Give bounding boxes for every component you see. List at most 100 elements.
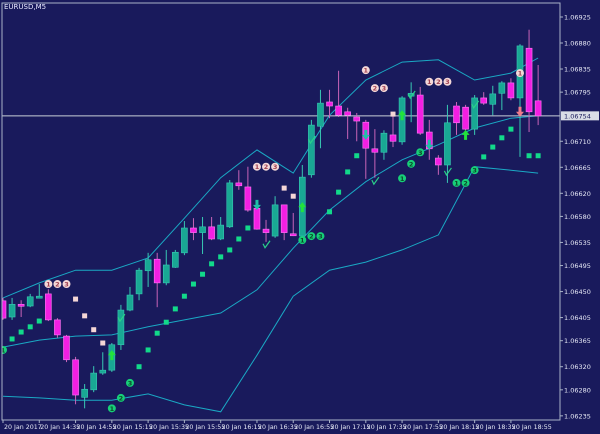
x-tick-label: 20 Jan 17:15 xyxy=(331,424,371,431)
candle-body xyxy=(498,82,506,94)
count-marker: 3 xyxy=(379,84,388,93)
candle xyxy=(444,104,451,183)
count-marker: 1 xyxy=(515,69,524,78)
count-marker-circle xyxy=(361,66,370,75)
candle-body xyxy=(525,47,533,113)
candle-body xyxy=(444,122,451,166)
count-marker-circle xyxy=(62,280,71,289)
count-marker-label: 1 xyxy=(255,163,260,171)
candle-body xyxy=(435,157,442,166)
candle-body xyxy=(308,124,315,176)
candle xyxy=(498,81,506,111)
candle xyxy=(262,219,270,242)
candle xyxy=(126,286,134,312)
candle xyxy=(117,304,125,350)
check-mark-icon xyxy=(471,100,480,110)
candle xyxy=(326,89,333,119)
candle-body xyxy=(35,295,43,299)
count-marker-circle xyxy=(379,84,388,93)
candle xyxy=(99,352,107,375)
candle xyxy=(344,107,351,139)
count-marker-circle xyxy=(434,77,443,86)
candle xyxy=(335,70,342,117)
x-tick-label: 20 Jan 17:35 xyxy=(367,424,407,431)
y-tick-label: 1.06880 xyxy=(564,40,591,48)
check-mark-icon xyxy=(262,240,271,249)
count-marker: 1 xyxy=(298,236,307,245)
y-tick-label: 1.06405 xyxy=(564,314,591,322)
count-marker: 2 xyxy=(461,178,470,187)
count-marker-label: 2 xyxy=(373,85,378,93)
arrow-down-icon xyxy=(252,199,261,210)
stop-dot xyxy=(499,135,505,141)
stop-dot xyxy=(200,271,206,277)
count-marker-label: 1 xyxy=(110,405,115,413)
candle xyxy=(489,85,497,116)
count-marker-label: 2 xyxy=(264,163,269,171)
stop-dot xyxy=(526,153,532,159)
count-marker-label: 3 xyxy=(318,233,323,241)
count-marker: 3 xyxy=(271,162,280,171)
candle-body xyxy=(45,293,52,321)
count-marker: 2 xyxy=(262,162,271,171)
bollinger-lower-band xyxy=(2,166,539,413)
count-marker-label: 1 xyxy=(1,346,6,354)
candle xyxy=(289,212,297,237)
stop-dot xyxy=(218,254,224,260)
count-marker: 1 xyxy=(398,174,407,183)
count-marker: 2 xyxy=(434,77,443,86)
count-marker-label: 2 xyxy=(463,179,468,187)
count-marker-label: 1 xyxy=(300,237,305,245)
count-marker-circle xyxy=(252,162,261,171)
x-tick-label: 20 Jan 16:35 xyxy=(258,424,298,431)
count-marker-circle xyxy=(107,404,116,413)
candle-body xyxy=(54,319,61,336)
arrow-up-icon xyxy=(452,105,461,116)
stop-dot xyxy=(481,154,487,160)
y-tick-label: 1.06925 xyxy=(564,14,591,22)
count-marker-circle xyxy=(407,159,416,168)
candle-body xyxy=(8,303,16,318)
candle-body xyxy=(489,93,497,105)
y-tick-label: 1.06535 xyxy=(564,239,591,247)
stop-dot xyxy=(18,329,24,335)
count-marker: 1 xyxy=(107,404,116,413)
count-marker-circle xyxy=(53,280,62,289)
stop-dot xyxy=(36,318,42,324)
candle-body xyxy=(26,296,34,307)
candle xyxy=(2,297,7,320)
candle xyxy=(471,95,478,135)
count-marker: 1 xyxy=(1,345,7,354)
candle xyxy=(162,249,170,286)
candle-body xyxy=(126,294,134,311)
candle-body xyxy=(208,226,215,240)
candle-body xyxy=(326,101,333,107)
candle-body xyxy=(480,97,488,104)
candle-body xyxy=(63,335,70,361)
count-marker: 1 xyxy=(361,66,370,75)
candle xyxy=(26,293,34,308)
count-marker-label: 3 xyxy=(445,78,450,86)
x-tick-label: 20 Jan 14:55 xyxy=(77,424,117,431)
count-marker: 3 xyxy=(125,378,134,387)
count-marker-label: 2 xyxy=(55,281,60,289)
x-tick-label: 20 Jan 15:35 xyxy=(149,424,189,431)
count-marker-label: 3 xyxy=(273,163,278,171)
count-marker: 2 xyxy=(370,84,379,93)
candle xyxy=(435,155,442,175)
count-marker-label: 2 xyxy=(409,160,414,168)
check-mark-icon xyxy=(117,313,126,323)
candle-body xyxy=(17,303,25,307)
stop-dot xyxy=(227,247,233,253)
candle-body xyxy=(90,372,97,391)
stop-dot xyxy=(290,193,296,199)
count-marker: 1 xyxy=(44,280,53,289)
candle xyxy=(45,289,52,322)
count-marker-circle xyxy=(271,162,280,171)
candle xyxy=(190,218,197,241)
arrow-down-icon xyxy=(361,129,370,140)
stop-dot xyxy=(91,327,97,333)
candle xyxy=(153,252,161,308)
